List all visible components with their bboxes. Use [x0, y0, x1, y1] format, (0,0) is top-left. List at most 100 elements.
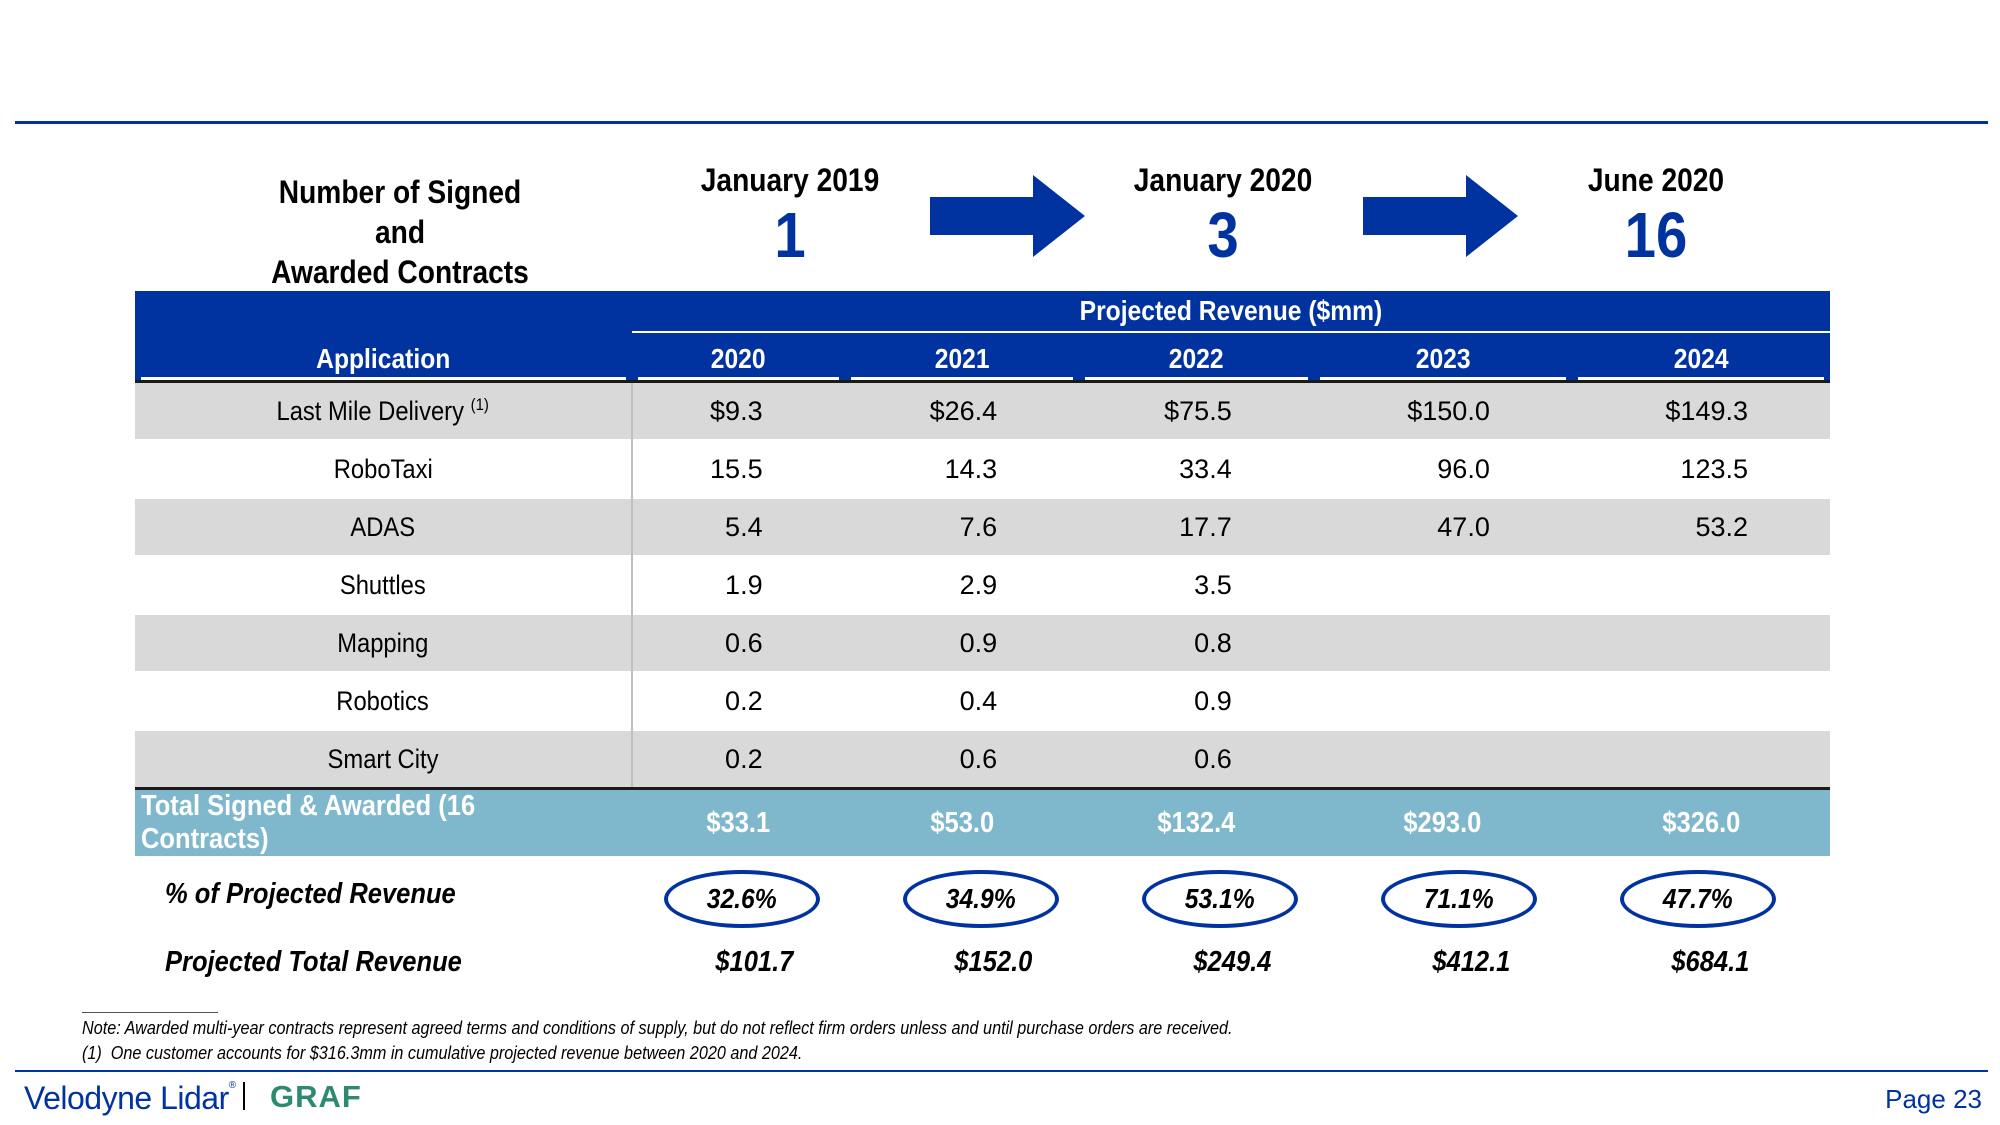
- pct-value: 71.1%: [1424, 883, 1494, 914]
- revenue-table: Projected Revenue ($mm) Application 2020…: [135, 291, 1830, 856]
- value-cell: 0.2: [632, 729, 845, 789]
- value-cell: 0.6: [1079, 729, 1314, 789]
- application-cell: Mapping: [135, 613, 633, 672]
- year-header: 2022: [1079, 332, 1314, 382]
- value-cell: $150.0: [1313, 380, 1572, 440]
- value-cell: 47.0: [1313, 497, 1572, 556]
- footnote-text: One customer accounts for $316.3mm in cu…: [110, 1043, 803, 1063]
- contracts-label: Number of Signed and Awarded Contracts: [250, 172, 549, 292]
- value-cell: [1571, 729, 1830, 789]
- projected-total-label-text: Projected Total Revenue: [165, 946, 462, 978]
- projected-total-value: $101.7: [676, 946, 832, 979]
- projected-total-value: $684.1: [1632, 946, 1788, 979]
- year-header-text: 2021: [934, 343, 990, 374]
- pct-oval: 53.1%: [1142, 870, 1298, 928]
- footnote-marker: (1): [82, 1043, 102, 1063]
- table-row: ADAS 5.4 7.6 17.7 47.0 53.2: [135, 497, 1830, 556]
- application-name: Mapping: [337, 627, 429, 658]
- pct-projected-label: % of Projected Revenue: [165, 878, 495, 911]
- value-cell: 0.9: [1079, 671, 1314, 730]
- application-cell: Shuttles: [135, 555, 633, 614]
- application-header-text: Application: [316, 343, 451, 374]
- contracts-label-line1: Number of Signed and: [278, 174, 522, 250]
- pct-oval: 71.1%: [1381, 870, 1537, 928]
- total-value-text: $132.4: [1157, 806, 1236, 839]
- application-name: Smart City: [327, 743, 439, 774]
- total-value: $132.4: [1079, 787, 1314, 856]
- application-name: Shuttles: [340, 569, 426, 600]
- value-cell: [1313, 671, 1572, 730]
- projected-total-value: $412.1: [1393, 946, 1549, 979]
- value-cell: 3.5: [1079, 555, 1314, 614]
- pct-oval: 47.7%: [1620, 870, 1776, 928]
- header-blank: [135, 291, 632, 332]
- year-header: 2023: [1313, 332, 1572, 382]
- footnote-marker: (1): [470, 395, 490, 414]
- page-number: Page 23: [1885, 1084, 1982, 1114]
- table-row: Mapping 0.6 0.9 0.8: [135, 613, 1830, 672]
- total-value-text: $293.0: [1403, 806, 1482, 839]
- value-cell: 0.4: [844, 671, 1080, 730]
- trademark-mark: ®: [228, 1080, 236, 1091]
- application-name: ADAS: [350, 511, 416, 542]
- value-cell: 0.6: [844, 729, 1080, 789]
- projected-total-value-text: $412.1: [1431, 946, 1511, 978]
- total-value: $293.0: [1313, 787, 1572, 856]
- total-value: $33.1: [632, 787, 845, 856]
- milestone-jan-2019: January 2019 1: [670, 160, 910, 270]
- value-cell: 0.8: [1079, 613, 1314, 672]
- year-header-text: 2023: [1415, 343, 1471, 374]
- pct-projected-label-text: % of Projected Revenue: [165, 878, 456, 910]
- application-cell: Robotics: [135, 671, 633, 730]
- value-cell: 123.5: [1571, 439, 1830, 498]
- value-cell: 53.2: [1571, 497, 1830, 556]
- graf-logo: GRAF: [270, 1079, 362, 1114]
- logo-separator: [243, 1082, 245, 1110]
- value-cell: $9.3: [632, 380, 845, 440]
- projected-total-value-text: $249.4: [1192, 946, 1272, 978]
- footnote: (1) One customer accounts for $316.3mm in…: [82, 1043, 802, 1064]
- contracts-label-line2: Awarded Contracts: [271, 254, 529, 290]
- right-arrow-icon: [1363, 175, 1518, 257]
- value-cell: [1571, 555, 1830, 614]
- total-value: $53.0: [844, 787, 1080, 856]
- total-value: $326.0: [1571, 787, 1830, 856]
- table-row: Shuttles 1.9 2.9 3.5: [135, 555, 1830, 614]
- value-cell: 7.6: [844, 497, 1080, 556]
- milestone-jan-2020: January 2020 3: [1103, 160, 1343, 270]
- right-arrow-icon: [930, 175, 1085, 257]
- projected-revenue-header: Projected Revenue ($mm): [632, 291, 1830, 333]
- pct-value: 34.9%: [946, 883, 1016, 914]
- value-cell: [1313, 729, 1572, 789]
- value-cell: 2.9: [844, 555, 1080, 614]
- total-row: Total Signed & Awarded (16 Contracts) $3…: [135, 787, 1830, 856]
- milestone-count: 3: [1207, 199, 1239, 271]
- value-cell: $26.4: [844, 380, 1080, 440]
- total-label-text: Total Signed & Awarded (16 Contracts): [141, 790, 476, 855]
- pct-oval: 32.6%: [664, 870, 820, 928]
- table-row: Smart City 0.2 0.6 0.6: [135, 729, 1830, 789]
- milestone-count: 1: [774, 199, 806, 271]
- value-cell: 5.4: [632, 497, 845, 556]
- application-name: Last Mile Delivery: [276, 396, 465, 426]
- pct-value: 53.1%: [1185, 883, 1255, 914]
- top-rule: [15, 121, 1988, 124]
- projected-revenue-header-text: Projected Revenue ($mm): [1079, 295, 1383, 326]
- logo-text: Velodyne Lidar: [24, 1080, 229, 1116]
- value-cell: 33.4: [1079, 439, 1314, 498]
- value-cell: 0.6: [632, 613, 845, 672]
- value-cell: $75.5: [1079, 380, 1314, 440]
- value-cell: 15.5: [632, 439, 845, 498]
- table-row: Robotics 0.2 0.4 0.9: [135, 671, 1830, 730]
- value-cell: 0.2: [632, 671, 845, 730]
- milestone-jun-2020: June 2020 16: [1536, 160, 1776, 270]
- table-row: RoboTaxi 15.5 14.3 33.4 96.0 123.5: [135, 439, 1830, 498]
- value-cell: 96.0: [1313, 439, 1572, 498]
- application-cell: RoboTaxi: [135, 439, 633, 498]
- value-cell: 0.9: [844, 613, 1080, 672]
- projected-total-value-text: $101.7: [714, 946, 794, 978]
- total-value-text: $326.0: [1661, 806, 1740, 839]
- pct-value: 32.6%: [707, 883, 777, 914]
- value-cell: [1313, 555, 1572, 614]
- bottom-rule: [15, 1070, 1988, 1072]
